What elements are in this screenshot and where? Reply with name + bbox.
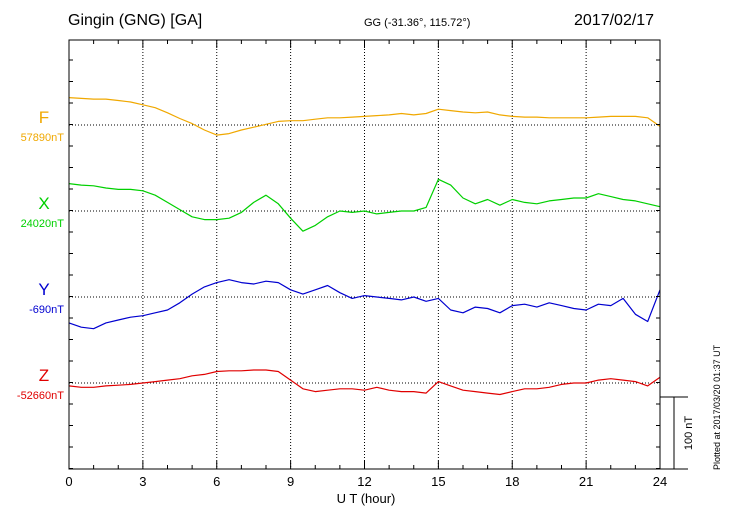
chart-date: 2017/02/17 [574, 12, 655, 29]
series-line-z [68, 369, 661, 396]
x-tick-label: 3 [139, 474, 146, 489]
series-baseline-y: -690nT [29, 304, 64, 316]
station-title: Gingin (GNG) [GA] [68, 12, 203, 29]
x-tick-label: 24 [653, 474, 667, 489]
scale-bar: 100 nT [660, 396, 695, 470]
plot-border [68, 39, 661, 470]
series-baseline-x: 24020nT [21, 218, 65, 230]
series-baseline-z: -52660nT [17, 390, 64, 402]
x-tick-label: 15 [431, 474, 445, 489]
series-baseline-f: 57890nT [21, 132, 65, 144]
series-line-x [68, 178, 661, 232]
series-name-x: X [38, 194, 49, 213]
axis-ticks [68, 40, 661, 469]
baseline-lines [69, 124, 660, 384]
scale-bar-label: 100 nT [683, 416, 695, 451]
series-name-f: F [39, 108, 49, 127]
x-tick-label: 18 [505, 474, 519, 489]
x-tick-label: 21 [579, 474, 593, 489]
station-coordinates: GG (-31.36°, 115.72°) [364, 17, 471, 29]
x-tick-label: 6 [213, 474, 220, 489]
plot-frame [68, 39, 661, 470]
series-name-z: Z [39, 366, 49, 385]
plotted-timestamp: Plotted at 2017/03/20 01:37 UT [712, 344, 722, 470]
x-axis-label: U T (hour) [337, 491, 396, 506]
x-tick-label: 12 [357, 474, 371, 489]
series-labels: F 57890nT X 24020nT Y -690nT Z -52660nT [17, 108, 64, 402]
x-tick-label: 0 [65, 474, 72, 489]
x-tick-label: 9 [287, 474, 294, 489]
x-tick-labels: 0 3 6 9 12 15 18 21 24 [65, 474, 667, 489]
grid-lines [142, 40, 587, 469]
series-lines [68, 97, 661, 396]
series-line-f [68, 97, 661, 136]
series-line-y [68, 279, 661, 330]
series-name-y: Y [38, 280, 49, 299]
